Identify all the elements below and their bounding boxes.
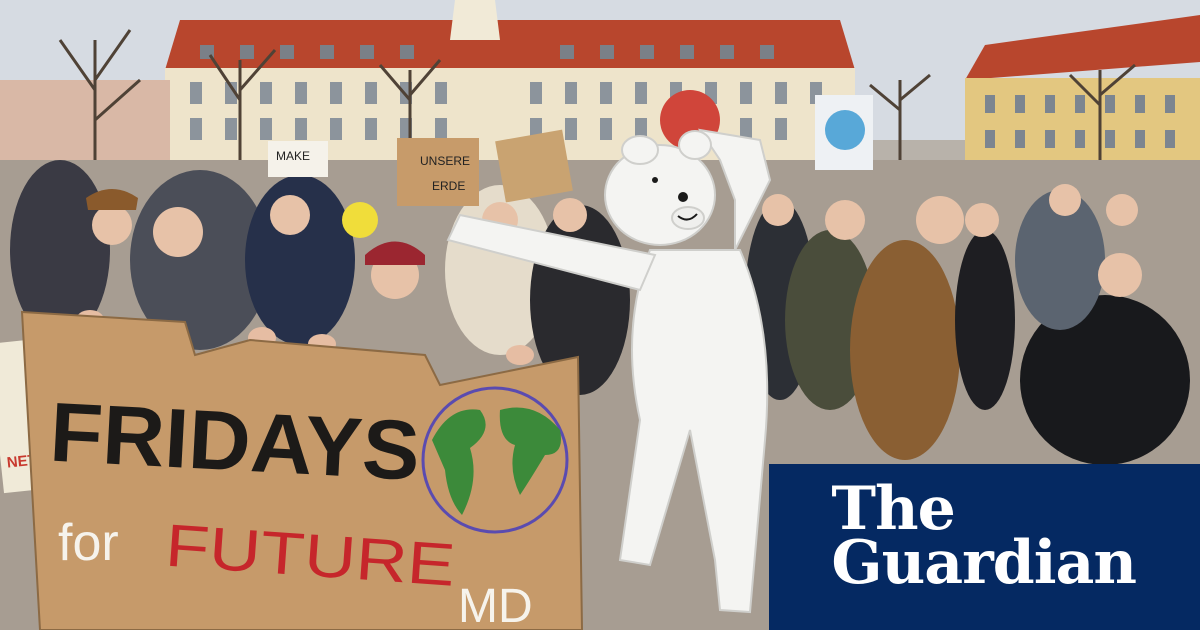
- bear-mouth: [677, 213, 698, 221]
- banner-for: for: [58, 514, 119, 572]
- left-building: [0, 80, 170, 165]
- back-signs: MAKE UNSERE ERDE: [268, 90, 873, 206]
- sign-make: MAKE: [276, 149, 310, 163]
- guardian-logo-box: The Guardian: [769, 464, 1200, 630]
- red-beanie: [365, 241, 425, 265]
- yellow-balloon: [342, 202, 378, 238]
- sign-erde: ERDE: [432, 179, 465, 193]
- sign-unsere: UNSERE: [420, 154, 470, 168]
- banner-fridays: FRIDAYS: [48, 385, 422, 498]
- fridays-for-future-banner: FRIDAYS for FUTURE MD: [20, 310, 584, 630]
- logo-line-guardian: Guardian: [831, 528, 1137, 598]
- crowd: [10, 160, 1190, 465]
- bare-trees: [58, 29, 1136, 180]
- banner-md: MD: [458, 580, 533, 630]
- bear-nose: [678, 192, 688, 202]
- bear-eye: [652, 177, 658, 183]
- logo-line-the: The: [831, 474, 955, 544]
- right-building: [965, 15, 1200, 166]
- beanie: [86, 189, 138, 210]
- guardian-logo: The Guardian: [831, 474, 1137, 598]
